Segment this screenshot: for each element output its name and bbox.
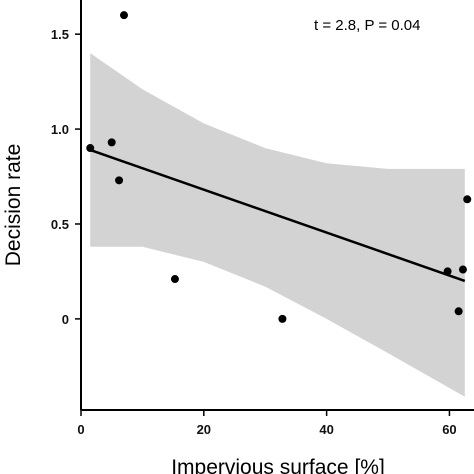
data-point xyxy=(454,307,463,316)
data-point xyxy=(278,314,287,323)
data-point xyxy=(115,176,124,185)
y-tick-label: 1.5 xyxy=(51,27,69,42)
confidence-band-layer xyxy=(90,53,465,397)
x-tick-label: 20 xyxy=(197,422,211,437)
x-tick-label: 60 xyxy=(442,422,456,437)
stats-annotation: t = 2.8, P = 0.04 xyxy=(314,17,420,34)
regression-line xyxy=(89,148,466,283)
y-axis-title: Decision rate xyxy=(2,144,25,267)
data-point xyxy=(443,267,452,276)
y-tick-label: 0 xyxy=(62,312,69,327)
x-tick-label: 40 xyxy=(319,422,333,437)
ticks: 0 20 40 60 0 0.5 1.0 1.5 xyxy=(51,27,457,437)
axes xyxy=(80,0,474,411)
data-point xyxy=(458,265,467,274)
data-point xyxy=(119,11,128,20)
confidence-band xyxy=(90,53,465,397)
y-tick-label: 1.0 xyxy=(51,122,69,137)
data-points-layer xyxy=(86,11,472,323)
fit-line-layer xyxy=(89,148,466,283)
data-point xyxy=(107,138,116,147)
x-tick-label: 0 xyxy=(77,422,84,437)
data-point xyxy=(170,275,179,284)
data-point xyxy=(86,144,95,153)
data-point xyxy=(463,195,472,204)
y-tick-label: 0.5 xyxy=(51,217,69,232)
x-axis-title: Impervious surface [%] xyxy=(171,456,385,474)
